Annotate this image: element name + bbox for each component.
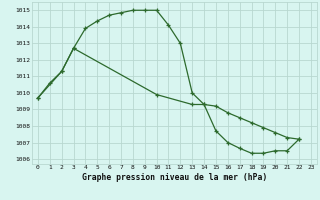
X-axis label: Graphe pression niveau de la mer (hPa): Graphe pression niveau de la mer (hPa) <box>82 173 267 182</box>
